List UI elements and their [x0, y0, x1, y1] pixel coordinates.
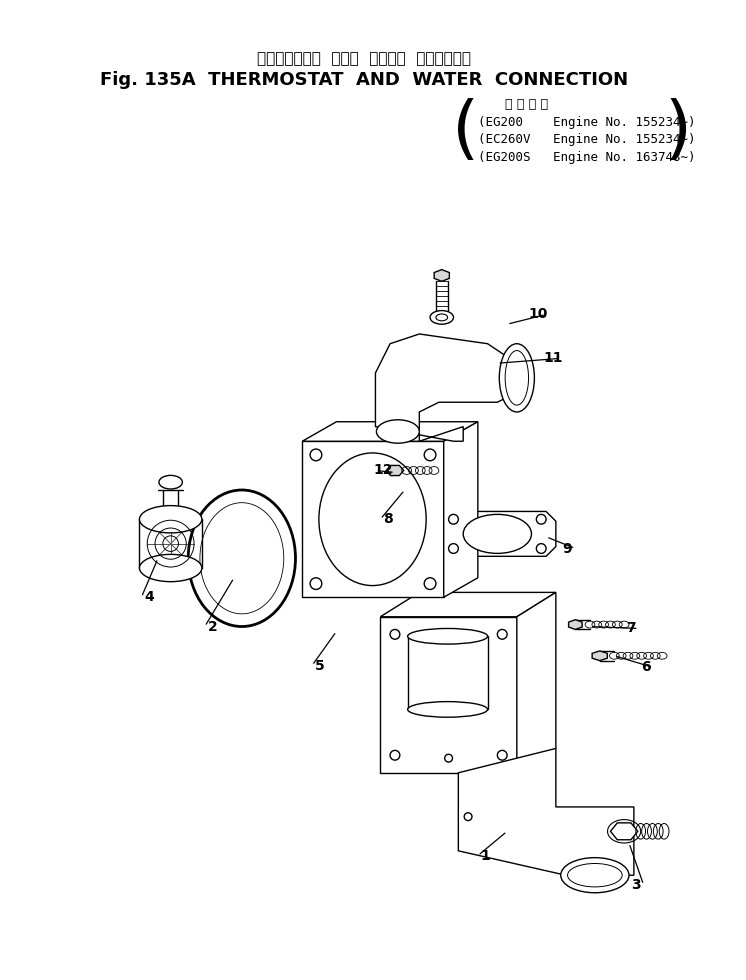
Text: 9: 9 [562, 542, 572, 556]
Polygon shape [610, 823, 638, 840]
Text: Fig. 135A  THERMOSTAT  AND  WATER  CONNECTION: Fig. 135A THERMOSTAT AND WATER CONNECTIO… [100, 72, 628, 89]
Polygon shape [302, 441, 444, 597]
Circle shape [448, 544, 458, 554]
Text: 4: 4 [144, 590, 154, 605]
Polygon shape [380, 592, 556, 616]
Text: 2: 2 [207, 619, 218, 633]
Text: 1: 1 [480, 849, 491, 862]
Polygon shape [517, 592, 556, 773]
Circle shape [390, 629, 400, 639]
Text: 適 用 号 機: 適 用 号 機 [505, 98, 548, 112]
Text: 11: 11 [543, 352, 562, 366]
Polygon shape [380, 616, 517, 773]
Text: 10: 10 [529, 308, 548, 321]
Polygon shape [439, 512, 556, 557]
Ellipse shape [140, 506, 202, 533]
Polygon shape [444, 421, 478, 597]
Ellipse shape [436, 314, 448, 320]
Ellipse shape [568, 863, 622, 887]
Polygon shape [386, 466, 404, 475]
Circle shape [390, 751, 400, 760]
Polygon shape [366, 426, 463, 441]
Ellipse shape [159, 475, 182, 489]
Circle shape [536, 514, 546, 524]
Circle shape [498, 751, 507, 760]
Ellipse shape [463, 514, 531, 554]
Text: 6: 6 [641, 661, 651, 674]
Text: ): ) [664, 98, 692, 165]
Circle shape [448, 514, 458, 524]
Text: (EG200    Engine No. 155234∼): (EG200 Engine No. 155234∼) [478, 116, 695, 128]
Text: 8: 8 [383, 513, 393, 526]
Circle shape [445, 755, 453, 762]
Ellipse shape [407, 628, 488, 644]
Text: (EC260V   Engine No. 155234∼): (EC260V Engine No. 155234∼) [478, 133, 695, 146]
Circle shape [536, 544, 546, 554]
Polygon shape [592, 651, 607, 661]
Polygon shape [375, 334, 517, 441]
Text: 12: 12 [374, 464, 393, 477]
Text: (EG200S   Engine No. 163748∼): (EG200S Engine No. 163748∼) [478, 151, 695, 164]
Ellipse shape [407, 702, 488, 717]
Ellipse shape [319, 453, 426, 586]
Text: サーモスタット  および  ウォータ  コネクション: サーモスタット および ウォータ コネクション [257, 52, 471, 67]
Polygon shape [568, 619, 582, 629]
Ellipse shape [430, 311, 454, 324]
Ellipse shape [377, 419, 419, 443]
Circle shape [310, 578, 322, 589]
Ellipse shape [140, 555, 202, 582]
Circle shape [424, 449, 436, 461]
Polygon shape [434, 270, 449, 281]
Text: 3: 3 [631, 878, 641, 892]
Ellipse shape [505, 351, 529, 405]
Ellipse shape [499, 344, 534, 412]
Polygon shape [407, 636, 488, 710]
Polygon shape [302, 421, 478, 441]
Text: 5: 5 [315, 659, 325, 672]
Text: 7: 7 [626, 621, 636, 635]
Circle shape [310, 449, 322, 461]
Ellipse shape [561, 858, 629, 893]
Circle shape [464, 812, 472, 820]
Text: (: ( [451, 98, 479, 165]
Polygon shape [458, 749, 634, 875]
Circle shape [498, 629, 507, 639]
Circle shape [424, 578, 436, 589]
